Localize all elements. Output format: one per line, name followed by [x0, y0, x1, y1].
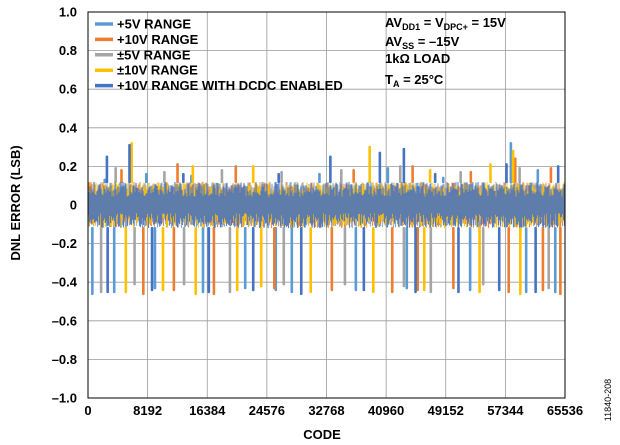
y-axis-label: DNL ERROR (LSB) — [8, 145, 23, 260]
legend-label: +5V RANGE — [117, 17, 191, 32]
legend-label: ±5V RANGE — [117, 47, 191, 62]
plot-series — [87, 141, 566, 296]
condition-line: AVSS = –15V — [385, 34, 460, 51]
condition-line: 1kΩ LOAD — [385, 51, 450, 66]
series--10v-range — [87, 157, 566, 296]
y-tick-label: 0 — [70, 198, 77, 213]
y-tick-label: –1.0 — [52, 391, 77, 406]
x-tick-label: 16384 — [189, 403, 226, 418]
y-tick-labels: 1.0 0.8 0.6 0.4 0.2 0 –0.2 –0.4 –0.6 –0.8 –1.0 — [52, 5, 78, 406]
plot-frame — [87, 11, 566, 399]
y-tick-label: –0.4 — [52, 275, 78, 290]
x-tick-label: 8192 — [133, 403, 162, 418]
condition-line: TA = 25°C — [385, 72, 444, 89]
x-tick-label: 57344 — [487, 403, 524, 418]
x-tick-label: 0 — [84, 403, 91, 418]
x-tick-label: 49152 — [428, 403, 464, 418]
condition-line: AVDD1 = VDPC+ = 15V — [385, 15, 506, 32]
y-tick-label: 0.8 — [59, 43, 77, 58]
figure-id: 11840-208 — [603, 379, 613, 421]
legend-label: +10V RANGE WITH DCDC ENABLED — [117, 78, 343, 93]
y-tick-label: 0.4 — [59, 120, 78, 135]
legend-label: ±10V RANGE — [117, 63, 198, 78]
x-tick-label: 32768 — [308, 403, 344, 418]
y-tick-label: –0.2 — [52, 236, 77, 251]
y-tick-label: 0.6 — [59, 82, 77, 97]
y-tick-label: 1.0 — [59, 5, 77, 20]
x-tick-labels: 0 8192 16384 24576 32768 40960 49152 57344 65536 — [84, 403, 583, 418]
dnl-trace — [87, 181, 566, 229]
y-tick-label: 0.2 — [59, 159, 77, 174]
x-tick-label: 65536 — [547, 403, 583, 418]
x-tick-label: 24576 — [249, 403, 285, 418]
legend-label: +10V RANGE — [117, 32, 199, 47]
x-axis-label: CODE — [303, 427, 341, 442]
x-tick-label: 40960 — [368, 403, 404, 418]
legend: +5V RANGE+10V RANGE±5V RANGE±10V RANGE+1… — [95, 17, 343, 93]
series--10v-range-with-dcdc-enabled — [87, 143, 566, 296]
y-tick-label: –0.8 — [52, 352, 77, 367]
y-tick-label: –0.6 — [52, 313, 77, 328]
